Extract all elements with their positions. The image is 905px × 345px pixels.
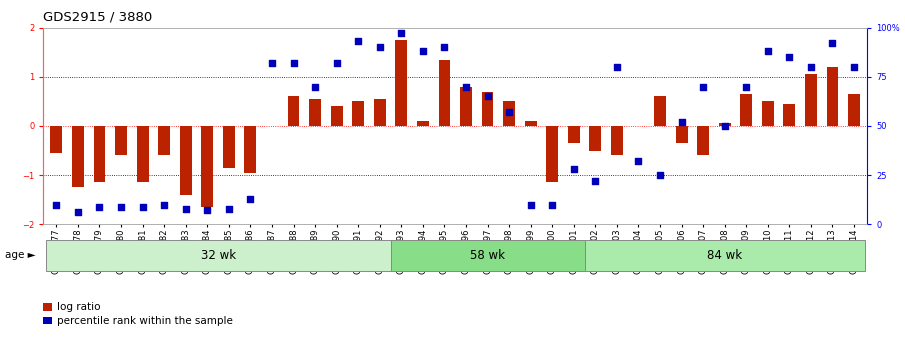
Point [545, 202, 559, 207]
Point [178, 206, 193, 211]
Bar [244, 126, 256, 172]
Bar [697, 126, 710, 155]
Bar [611, 126, 623, 155]
Point [523, 202, 538, 207]
Text: log ratio: log ratio [57, 302, 100, 312]
Point [782, 55, 796, 60]
Bar [395, 40, 407, 126]
Point [351, 39, 366, 44]
Point [588, 178, 603, 184]
Point [631, 159, 645, 164]
Point [804, 64, 818, 70]
Point [286, 60, 300, 66]
Point [674, 119, 689, 125]
Bar [180, 126, 192, 195]
Point [157, 202, 171, 207]
Bar [391, 240, 585, 271]
Bar [848, 94, 860, 126]
Bar [762, 101, 774, 126]
Bar [417, 121, 429, 126]
Point [308, 84, 322, 89]
Bar [784, 104, 795, 126]
Bar [503, 101, 515, 126]
Point [610, 64, 624, 70]
Bar [439, 60, 451, 126]
Bar [158, 126, 170, 155]
Point [114, 204, 129, 209]
Bar [72, 126, 84, 187]
Point [847, 64, 862, 70]
Point [394, 31, 408, 36]
Bar [460, 87, 472, 126]
Point [243, 196, 258, 201]
Point [739, 84, 754, 89]
Bar [481, 91, 493, 126]
Bar [330, 106, 343, 126]
Point [825, 41, 840, 46]
Bar [201, 126, 214, 207]
Bar [137, 126, 148, 183]
Text: 58 wk: 58 wk [470, 249, 505, 262]
Point [696, 84, 710, 89]
Point [136, 204, 150, 209]
Point [502, 109, 517, 115]
Bar [547, 126, 558, 183]
Bar [288, 96, 300, 126]
Bar [310, 99, 321, 126]
Text: age ►: age ► [5, 250, 35, 260]
Bar [93, 126, 105, 183]
Bar [51, 126, 62, 153]
Bar [740, 94, 752, 126]
Point [49, 202, 63, 207]
Bar [115, 126, 127, 155]
Bar [223, 126, 234, 168]
Point [71, 210, 85, 215]
Point [718, 123, 732, 129]
Text: percentile rank within the sample: percentile rank within the sample [57, 316, 233, 325]
Point [222, 206, 236, 211]
Bar [352, 101, 364, 126]
Point [437, 45, 452, 50]
Point [373, 45, 387, 50]
Bar [567, 126, 580, 143]
Bar [374, 99, 386, 126]
Bar [676, 126, 688, 143]
Bar [585, 240, 865, 271]
Point [653, 172, 667, 178]
Bar [805, 74, 817, 126]
Bar [719, 124, 730, 126]
Point [760, 48, 775, 54]
Text: 84 wk: 84 wk [707, 249, 742, 262]
Text: 32 wk: 32 wk [201, 249, 235, 262]
Point [200, 208, 214, 213]
Point [459, 84, 473, 89]
Bar [654, 96, 666, 126]
Bar [525, 121, 537, 126]
Point [329, 60, 344, 66]
Bar [826, 67, 838, 126]
Point [415, 48, 430, 54]
Point [567, 166, 581, 172]
Text: GDS2915 / 3880: GDS2915 / 3880 [43, 10, 153, 23]
Bar [589, 126, 601, 150]
Bar [45, 240, 391, 271]
Point [265, 60, 280, 66]
Point [92, 204, 107, 209]
Point [481, 93, 495, 99]
